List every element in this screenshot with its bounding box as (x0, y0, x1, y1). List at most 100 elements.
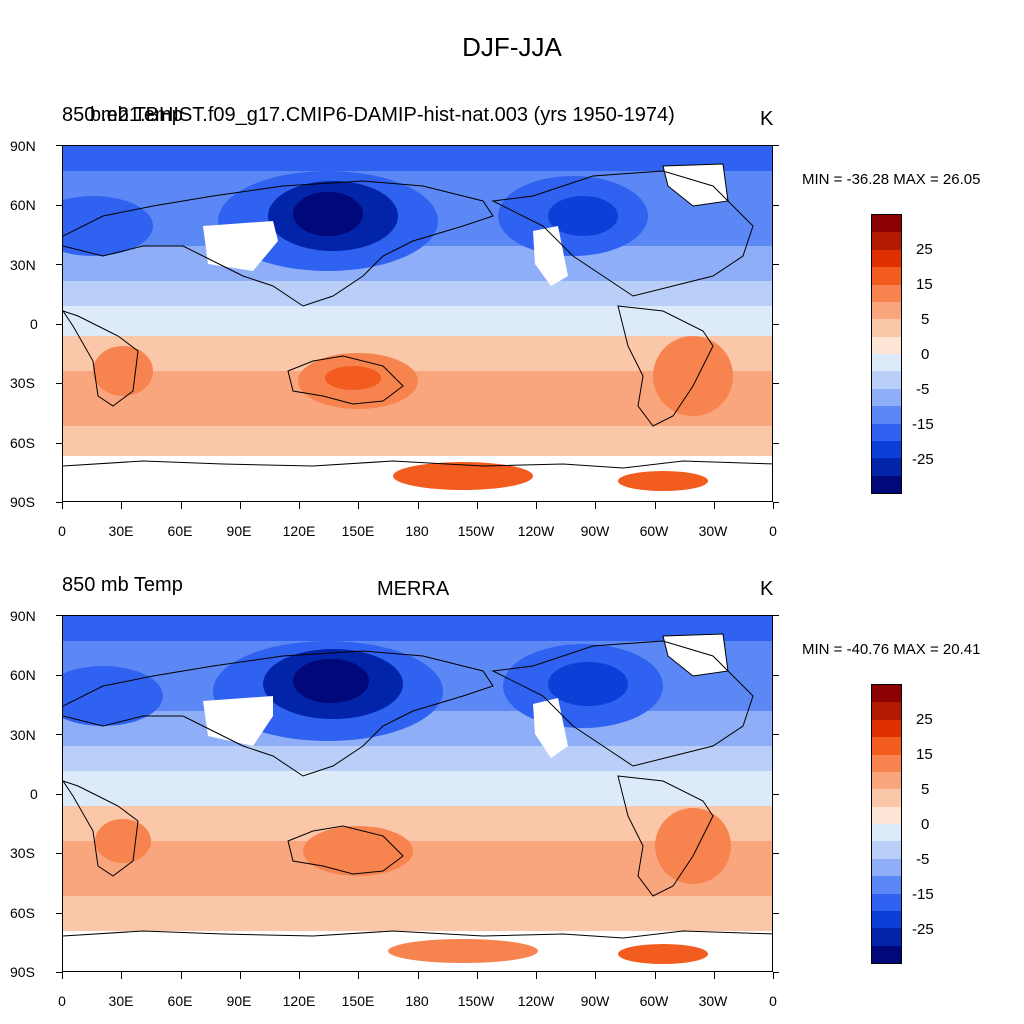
lat-tick (773, 972, 779, 973)
colorbar-swatch (872, 440, 901, 459)
colorbar-swatch (872, 945, 901, 963)
colorbar-swatch (872, 719, 901, 738)
lat-tick (773, 853, 779, 854)
lat-tick (773, 145, 779, 146)
colorbar-swatch (872, 685, 901, 703)
lat-tick-label: 60N (10, 667, 36, 683)
lon-tick (595, 972, 596, 979)
lat-tick-label: 90N (10, 138, 36, 154)
lat-tick (56, 972, 62, 973)
colorbar-swatch (872, 232, 901, 250)
lat-tick (56, 853, 62, 854)
lat-tick (773, 205, 779, 206)
panel-2-minmax: MIN = -40.76 MAX = 20.41 (802, 641, 981, 658)
panel-2-case: MERRA (377, 578, 450, 600)
colorbar-swatch (872, 336, 901, 354)
lat-tick (56, 264, 62, 265)
colorbar-swatch (872, 267, 901, 285)
lat-tick (773, 734, 779, 735)
lon-tick-label: 120W (517, 523, 555, 539)
lon-tick (714, 972, 715, 979)
lon-tick-label: 30E (108, 993, 134, 1009)
panel-2-units: K (760, 578, 774, 600)
lat-tick (56, 675, 62, 676)
lon-tick (773, 502, 774, 509)
rockies-mask (533, 698, 568, 758)
lon-tick (358, 502, 359, 509)
lat-tick-label: 60S (10, 905, 35, 921)
lon-tick-label: 0 (769, 993, 777, 1009)
panel-1-map-svg (63, 146, 772, 501)
lon-tick-label: 150W (457, 993, 495, 1009)
tibet-mask (203, 696, 273, 746)
lat-tick (773, 615, 779, 616)
colorbar-swatch (872, 319, 901, 337)
lon-tick-label: 60W (639, 523, 669, 539)
band (63, 746, 772, 771)
lon-tick (655, 502, 656, 509)
lon-tick (62, 972, 63, 979)
australia-core (325, 366, 381, 390)
colorbar-swatch (872, 423, 901, 441)
panel-2-variable: 850 mb Temp (62, 574, 183, 596)
lon-tick (536, 972, 537, 979)
colorbar-swatch (872, 876, 901, 894)
lon-tick-label: 90W (580, 993, 610, 1009)
colorbar-swatch (872, 249, 901, 268)
colorbar-swatch (872, 702, 901, 720)
antarctic-warm-2 (618, 471, 708, 491)
panel-2-colorbar (871, 684, 902, 964)
lon-tick-label: 30W (698, 993, 728, 1009)
lon-tick (595, 502, 596, 509)
panel-2-map (62, 615, 773, 972)
colorbar-label: -15 (912, 886, 934, 903)
lon-tick (714, 502, 715, 509)
greenland-mask (663, 164, 728, 206)
panel-1-colorbar (871, 214, 902, 494)
lon-tick (240, 972, 241, 979)
band (63, 771, 772, 806)
panel-1-case: b.e21.BHIST.f09_g17.CMIP6-DAMIP-hist-nat… (90, 104, 675, 126)
lat-tick (56, 794, 62, 795)
lat-tick-label: 90S (10, 494, 35, 510)
lat-tick (773, 794, 779, 795)
lat-tick (773, 264, 779, 265)
colorbar-swatch (872, 354, 901, 372)
colorbar-label: 15 (916, 746, 933, 763)
lat-tick (773, 443, 779, 444)
lon-tick (181, 502, 182, 509)
lat-tick-label: 60N (10, 197, 36, 213)
lon-tick-label: 90W (580, 523, 610, 539)
samerica-warm (655, 808, 731, 884)
lon-tick-label: 60W (639, 993, 669, 1009)
colorbar-swatch (872, 928, 901, 946)
lat-tick-label: 0 (30, 786, 38, 802)
lat-tick-label: 30S (10, 845, 35, 861)
band (63, 841, 772, 896)
colorbar-swatch (872, 771, 901, 790)
lon-tick (655, 972, 656, 979)
colorbar-label: 25 (916, 711, 933, 728)
lon-tick (240, 502, 241, 509)
lon-tick-label: 120W (517, 993, 555, 1009)
europe-cold (63, 666, 163, 726)
lat-tick (56, 145, 62, 146)
antarctic-warm-2 (618, 944, 708, 964)
colorbar-label: -5 (916, 851, 930, 868)
lon-tick-label: 120E (282, 993, 316, 1009)
lon-tick-label: 150E (341, 523, 375, 539)
lon-tick-label: 120E (282, 523, 316, 539)
namerica-core (548, 196, 618, 236)
lat-tick (56, 443, 62, 444)
colorbar-label: 25 (916, 241, 933, 258)
figure-title: DJF-JJA (462, 32, 562, 62)
band (63, 246, 772, 281)
lon-tick (299, 502, 300, 509)
lon-tick-label: 90E (226, 523, 252, 539)
lat-tick (773, 502, 779, 503)
antarctic-warm-1 (393, 462, 533, 490)
coastlines (63, 163, 772, 469)
band (63, 146, 772, 171)
lat-tick (56, 205, 62, 206)
antarctic-warm-1 (388, 939, 538, 963)
